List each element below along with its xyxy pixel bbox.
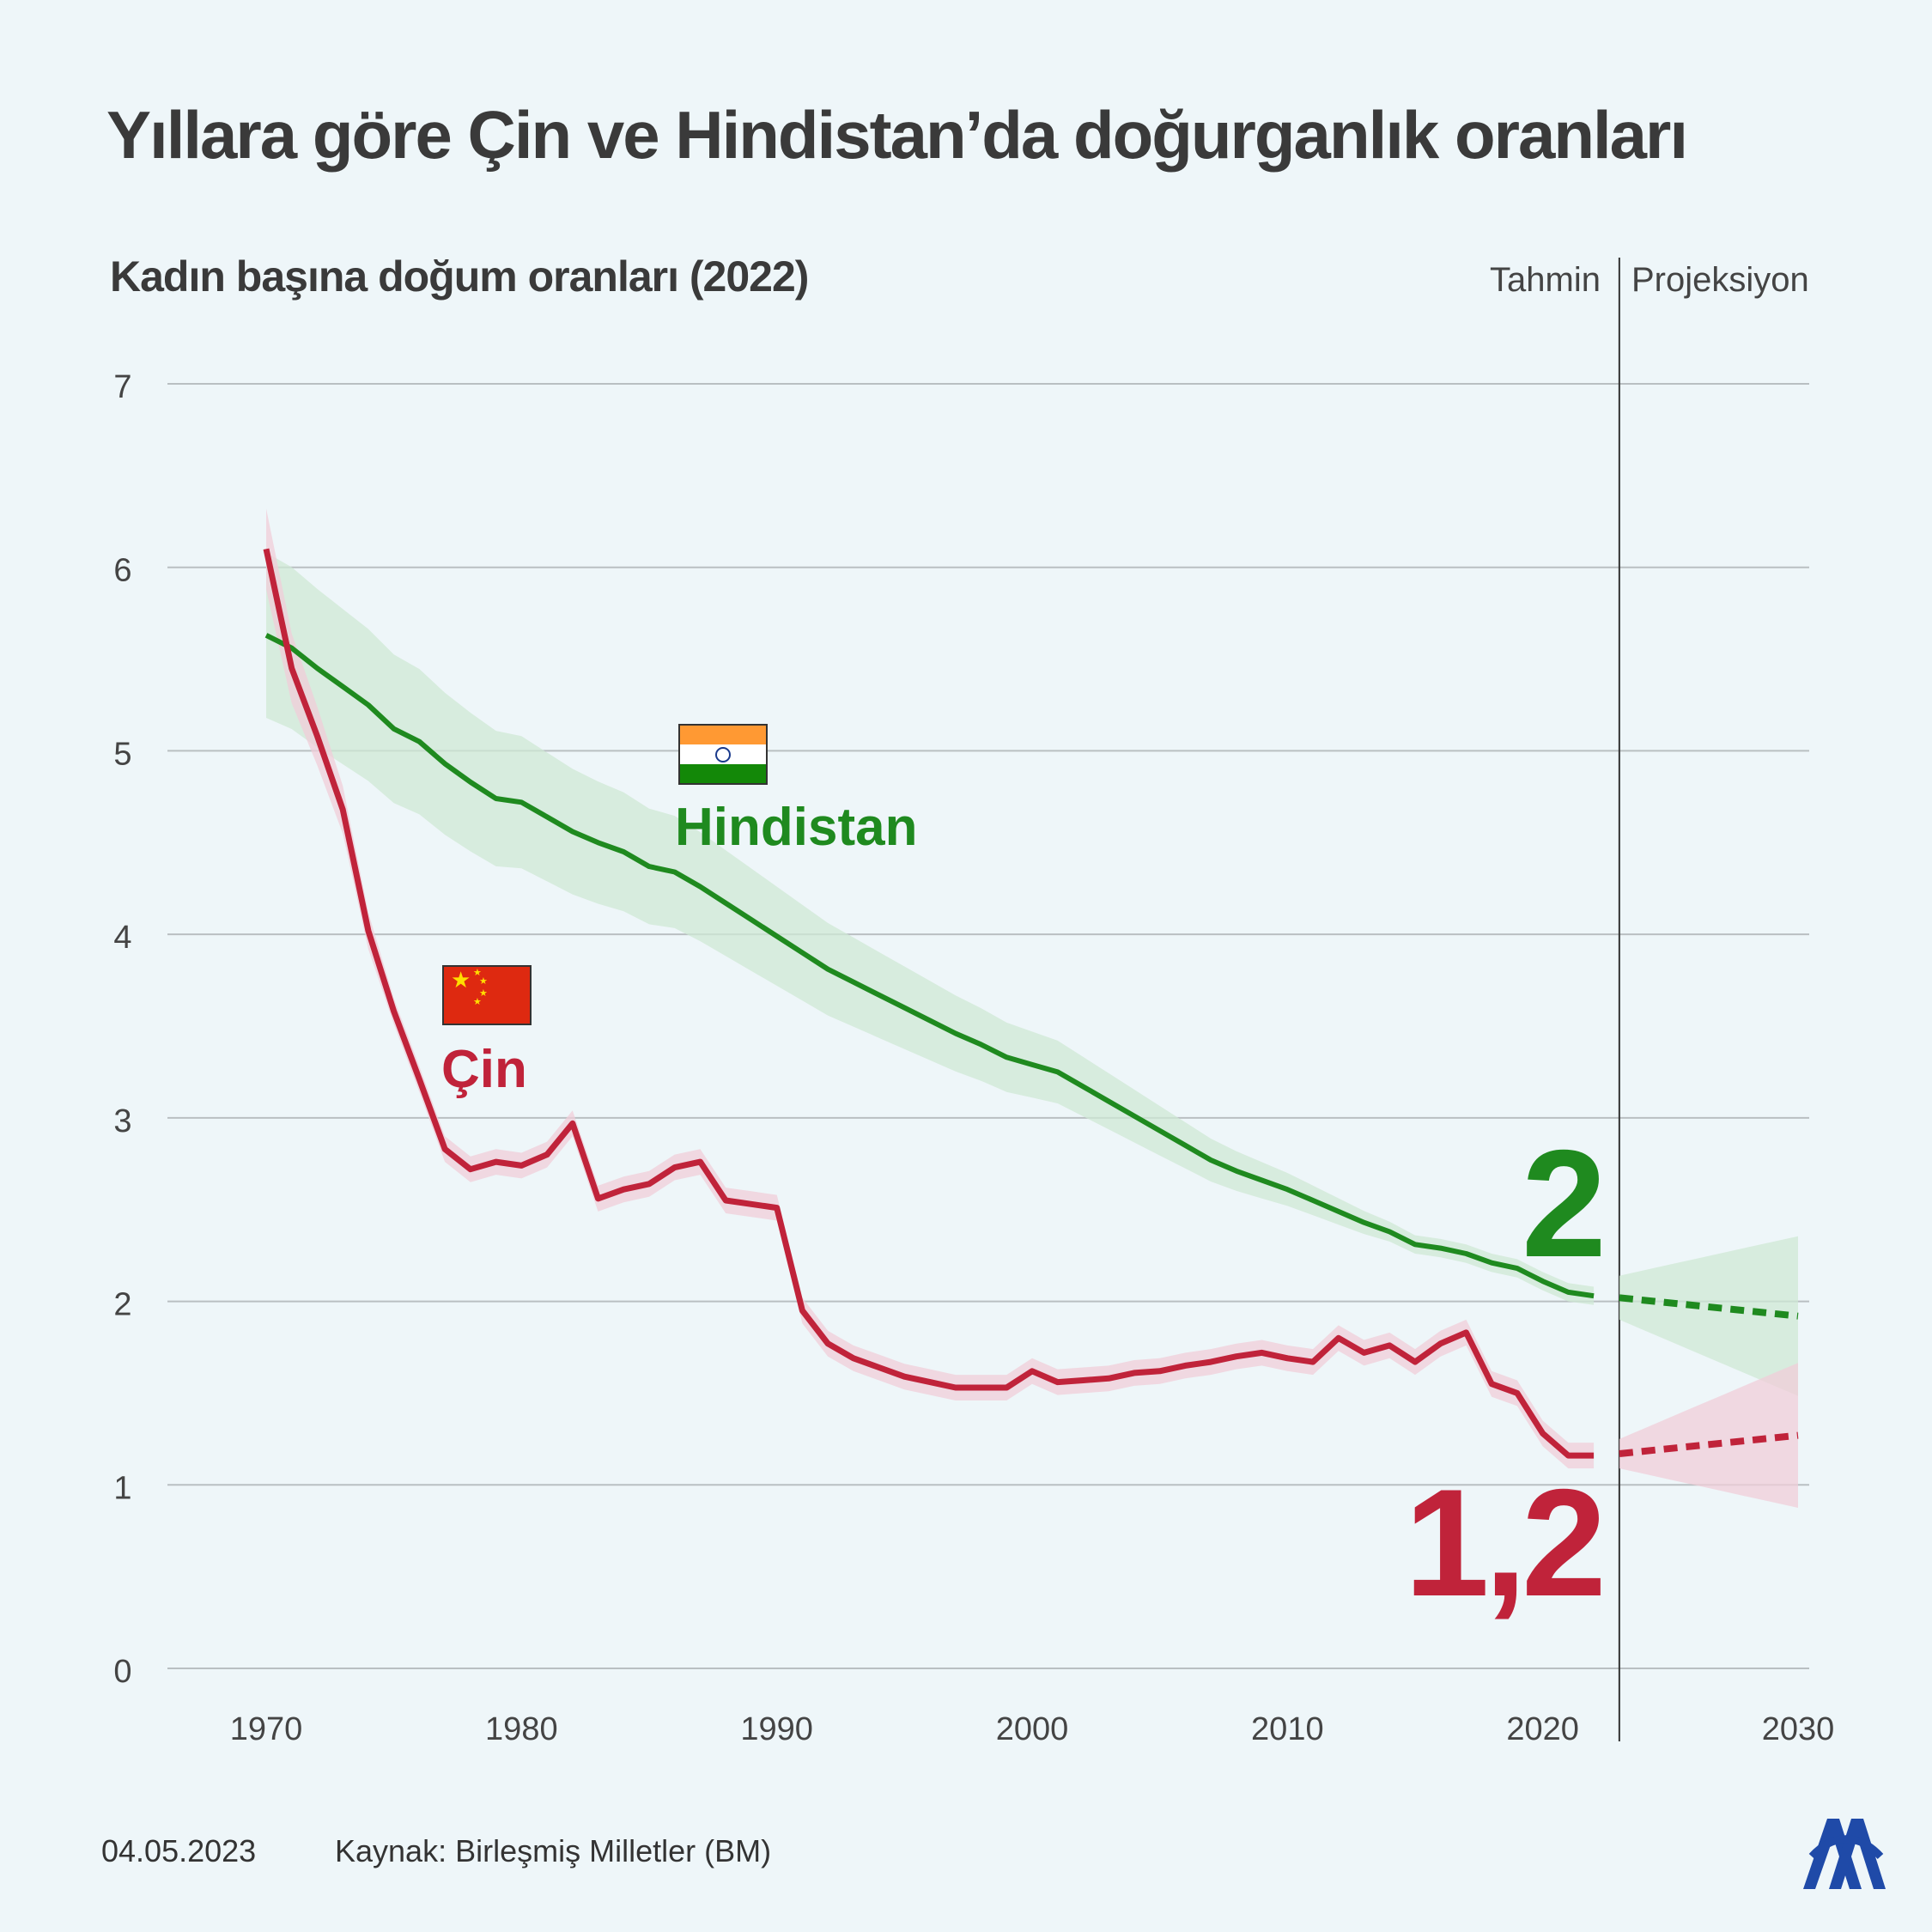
x-tick-label: 1970 bbox=[230, 1711, 303, 1747]
end-value-india: 2 bbox=[1522, 1118, 1607, 1289]
projection-line-india bbox=[1619, 1294, 1799, 1320]
y-tick-label: 7 bbox=[113, 369, 131, 405]
series-label-india: Hindistan bbox=[675, 798, 918, 857]
phase-label-estimate: Tahmin bbox=[1490, 261, 1601, 299]
uncertainty-bands bbox=[266, 508, 1798, 1508]
end-value-china: 1,2 bbox=[1404, 1457, 1607, 1628]
x-tick-label: 1990 bbox=[740, 1711, 813, 1747]
y-tick-label: 2 bbox=[113, 1287, 131, 1323]
y-tick-label: 3 bbox=[113, 1103, 131, 1139]
x-tick-label: 2030 bbox=[1762, 1711, 1835, 1747]
uncertainty-band-india bbox=[266, 552, 1595, 1305]
china-flag-icon: ★ ★ ★ ★ ★ bbox=[442, 965, 532, 1025]
page-title: Yıllara göre Çin ve Hindistan’da doğurga… bbox=[106, 97, 1688, 173]
grid-lines bbox=[167, 258, 1809, 1741]
projection-line-china bbox=[1619, 1431, 1799, 1457]
india-flag-icon bbox=[678, 724, 768, 785]
y-tick-label: 4 bbox=[113, 920, 131, 956]
x-tick-label: 2000 bbox=[996, 1711, 1069, 1747]
series-label-china: Çin bbox=[441, 1040, 527, 1099]
aa-logo-icon bbox=[1803, 1819, 1886, 1889]
projection-band-india bbox=[1619, 1236, 1798, 1396]
y-tick-label: 0 bbox=[113, 1654, 131, 1690]
chart-subtitle: Kadın başına doğum oranları (2022) bbox=[110, 252, 809, 301]
footer-date: 04.05.2023 bbox=[101, 1833, 257, 1868]
projection-band-china bbox=[1619, 1363, 1798, 1508]
x-tick-label: 1980 bbox=[485, 1711, 558, 1747]
axis-ticks: 0 1 2 3 4 5 6 7 1970 1980 1990 2000 2010 2020 2030 bbox=[113, 369, 1834, 1747]
y-tick-label: 6 bbox=[113, 553, 131, 589]
series-line-india bbox=[264, 633, 1595, 1299]
footer-source: Kaynak: Birleşmiş Milletler (BM) bbox=[335, 1833, 772, 1868]
phase-label-projection: Projeksiyon bbox=[1631, 261, 1809, 299]
x-tick-label: 2020 bbox=[1506, 1711, 1579, 1747]
x-tick-label: 2010 bbox=[1251, 1711, 1324, 1747]
y-tick-label: 1 bbox=[113, 1470, 131, 1506]
series-line-china bbox=[263, 548, 1595, 1459]
y-tick-label: 5 bbox=[113, 736, 131, 772]
series-lines bbox=[263, 548, 1799, 1459]
